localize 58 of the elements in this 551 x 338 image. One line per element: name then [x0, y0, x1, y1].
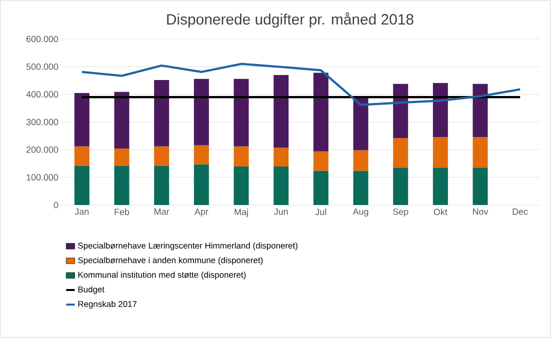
- bar: [74, 146, 90, 166]
- x-tick-label: Jul: [315, 208, 326, 216]
- bar: [432, 136, 448, 168]
- bar: [74, 166, 90, 205]
- chart-title: Disponerede udgifter pr. måned 2018: [167, 12, 414, 28]
- x-tick-label: Jan: [74, 208, 89, 215]
- bar: [393, 84, 408, 138]
- bar: [393, 138, 408, 168]
- bar: [234, 78, 249, 146]
- bar: [432, 82, 448, 137]
- x-tick-label: Maj: [234, 208, 248, 217]
- y-tick-label: 100.000: [26, 174, 58, 181]
- y-tick-label: 600.000: [26, 36, 58, 42]
- legend-label: Specialbørnehave Læringscenter Himmerland (disponeret): [78, 242, 298, 250]
- bar: [274, 166, 289, 205]
- bar: [194, 78, 209, 146]
- bar: [154, 80, 170, 146]
- bar: [274, 147, 289, 167]
- bar: [313, 72, 328, 152]
- bar: [313, 170, 328, 205]
- bar: [472, 136, 488, 168]
- bar: [154, 146, 170, 166]
- x-tick-label: Feb: [114, 208, 130, 216]
- x-tick-label: Apr: [194, 208, 208, 217]
- y-tick-label: 0: [54, 202, 58, 208]
- x-tick-label: Dec: [512, 208, 528, 215]
- x-tick-label: Aug: [352, 208, 368, 217]
- legend-label: Kommunal institution med støtte (disponeret): [78, 272, 246, 280]
- x-tick-label: Okt: [434, 208, 448, 216]
- bar: [154, 166, 170, 205]
- bar: [114, 148, 130, 166]
- y-tick-label: 500.000: [26, 63, 58, 70]
- bar: [432, 168, 448, 205]
- y-tick-label: 400.000: [26, 91, 58, 98]
- legend-label: Regnskab 2017: [78, 300, 137, 309]
- x-tick-label: Sep: [393, 208, 408, 217]
- y-tick-label: 200.000: [26, 146, 58, 153]
- bar: [353, 150, 368, 171]
- line-series: [80, 62, 522, 106]
- bar: [472, 84, 488, 137]
- bar: [393, 168, 408, 205]
- bar: [274, 74, 289, 148]
- bar: [313, 151, 328, 171]
- x-tick-label: Jun: [274, 208, 288, 215]
- bar: [114, 92, 130, 149]
- bar: [114, 166, 130, 205]
- bar: [472, 168, 488, 205]
- bar: [194, 164, 209, 205]
- legend-label: Budget: [78, 286, 104, 294]
- bar: [74, 92, 90, 146]
- y-tick-label: 300.000: [26, 118, 58, 126]
- legend-label: Specialbørnehave i anden kommune (disponeret): [78, 256, 263, 265]
- bar: [353, 170, 368, 205]
- bar: [234, 166, 249, 205]
- bar: [234, 146, 249, 167]
- x-tick-label: Mar: [154, 208, 170, 215]
- x-tick-label: Nov: [473, 208, 488, 215]
- bar: [194, 145, 209, 164]
